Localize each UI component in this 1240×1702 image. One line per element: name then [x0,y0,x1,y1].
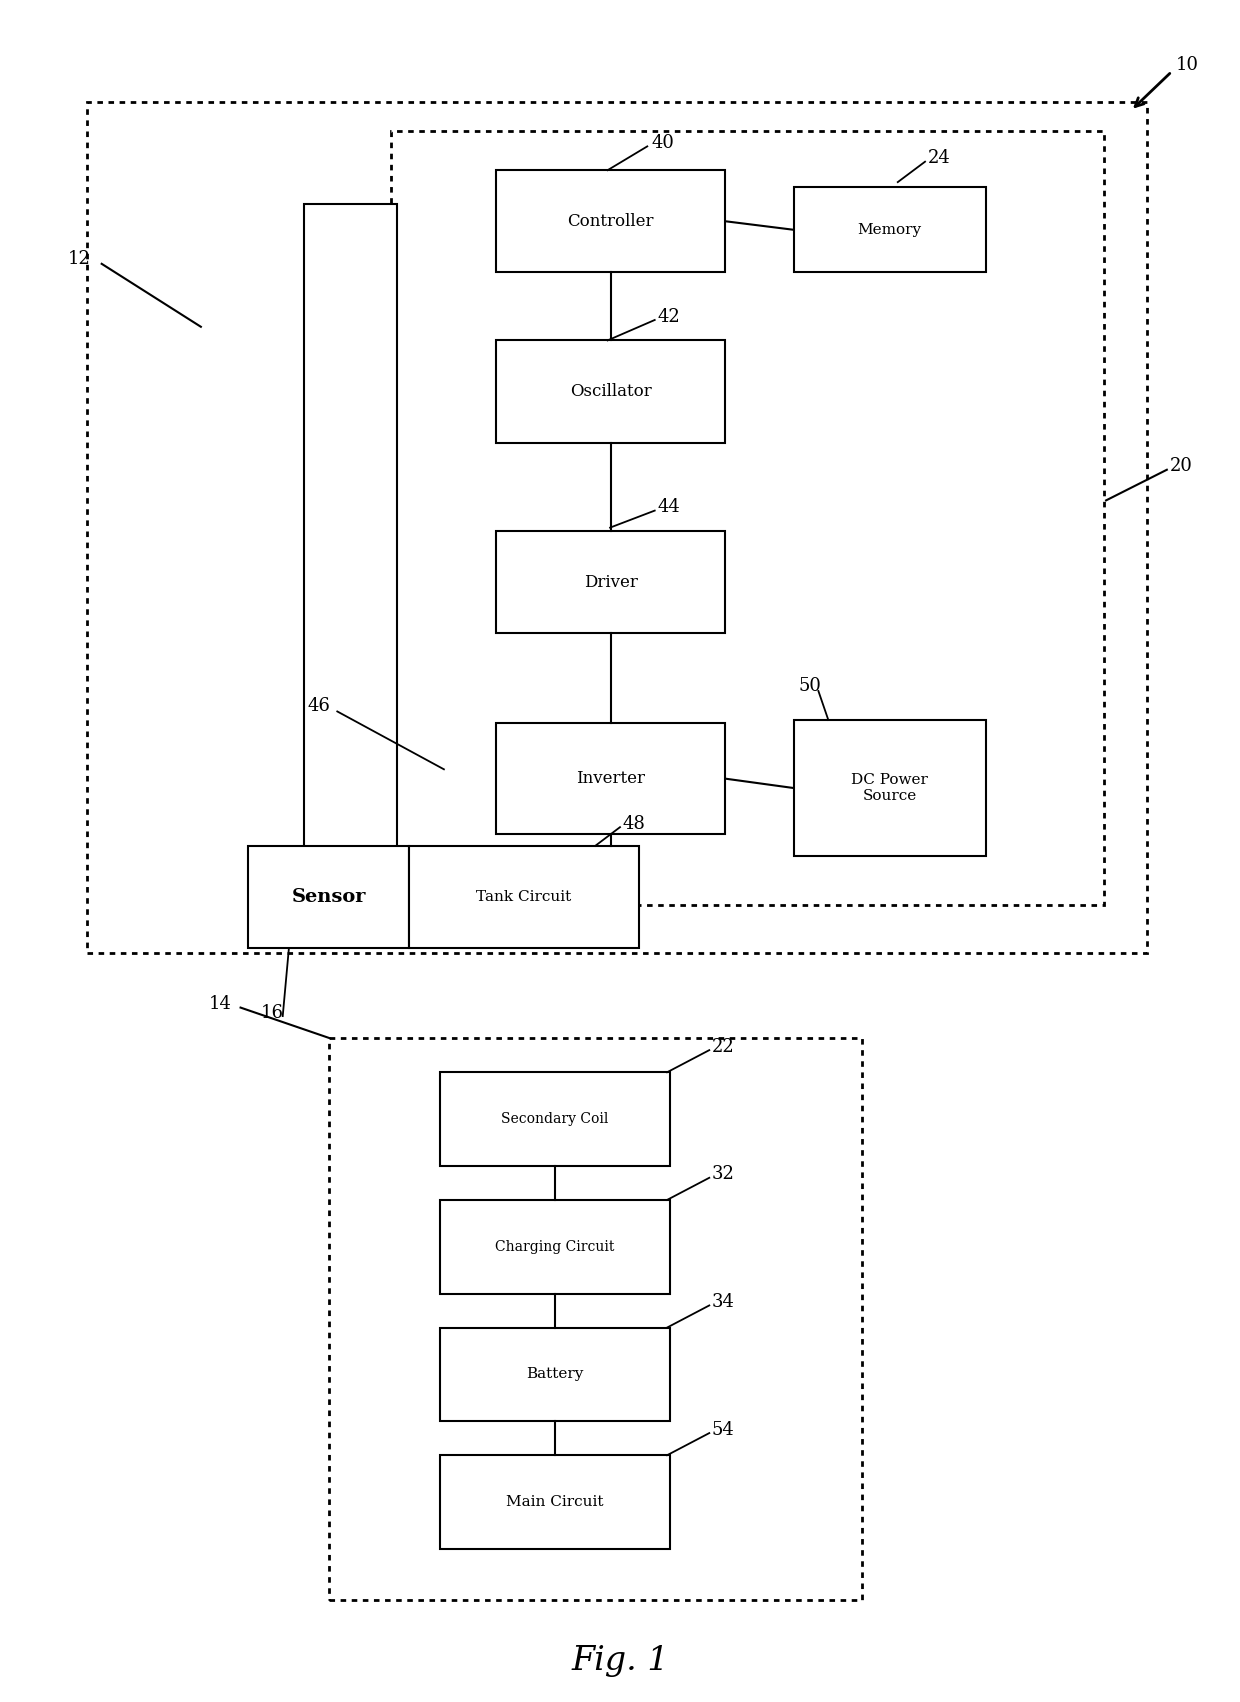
Text: 34: 34 [712,1294,734,1311]
Text: 46: 46 [308,698,330,715]
Bar [440,1455,670,1549]
Text: Controller: Controller [568,213,653,230]
Text: 48: 48 [622,815,645,832]
Bar [440,1328,670,1421]
Text: Charging Circuit: Charging Circuit [495,1239,615,1254]
Text: Battery: Battery [526,1367,584,1382]
Text: 22: 22 [712,1038,734,1055]
Bar [304,204,397,945]
Text: 40: 40 [651,134,673,151]
Text: Oscillator: Oscillator [570,383,651,400]
Bar [409,846,639,948]
Text: Tank Circuit: Tank Circuit [476,890,572,904]
Text: DC Power
Source: DC Power Source [852,773,928,803]
Bar [794,187,986,272]
Bar [440,1200,670,1294]
Text: 24: 24 [928,150,950,167]
Bar [248,846,409,948]
Bar [496,723,725,834]
Text: Sensor: Sensor [291,888,366,905]
Bar [496,531,725,633]
Text: 54: 54 [712,1421,734,1438]
Bar [496,340,725,443]
Text: 32: 32 [712,1166,734,1183]
Bar [329,1038,862,1600]
Text: Memory: Memory [858,223,921,237]
Text: Main Circuit: Main Circuit [506,1494,604,1510]
Text: Inverter: Inverter [577,771,645,786]
Text: 14: 14 [208,996,231,1013]
Text: 44: 44 [657,499,680,516]
Bar [794,720,986,856]
Text: Fig. 1: Fig. 1 [572,1646,668,1676]
Text: 12: 12 [68,250,91,267]
Text: 16: 16 [260,1004,284,1021]
Bar [496,170,725,272]
Bar [87,102,1147,953]
Text: 20: 20 [1169,458,1192,475]
Bar [391,131,1104,905]
Bar [440,1072,670,1166]
Text: Driver: Driver [584,574,637,591]
Text: 10: 10 [1176,56,1199,73]
Text: Secondary Coil: Secondary Coil [501,1111,609,1127]
Text: 42: 42 [657,308,680,325]
Text: 50: 50 [799,677,821,694]
